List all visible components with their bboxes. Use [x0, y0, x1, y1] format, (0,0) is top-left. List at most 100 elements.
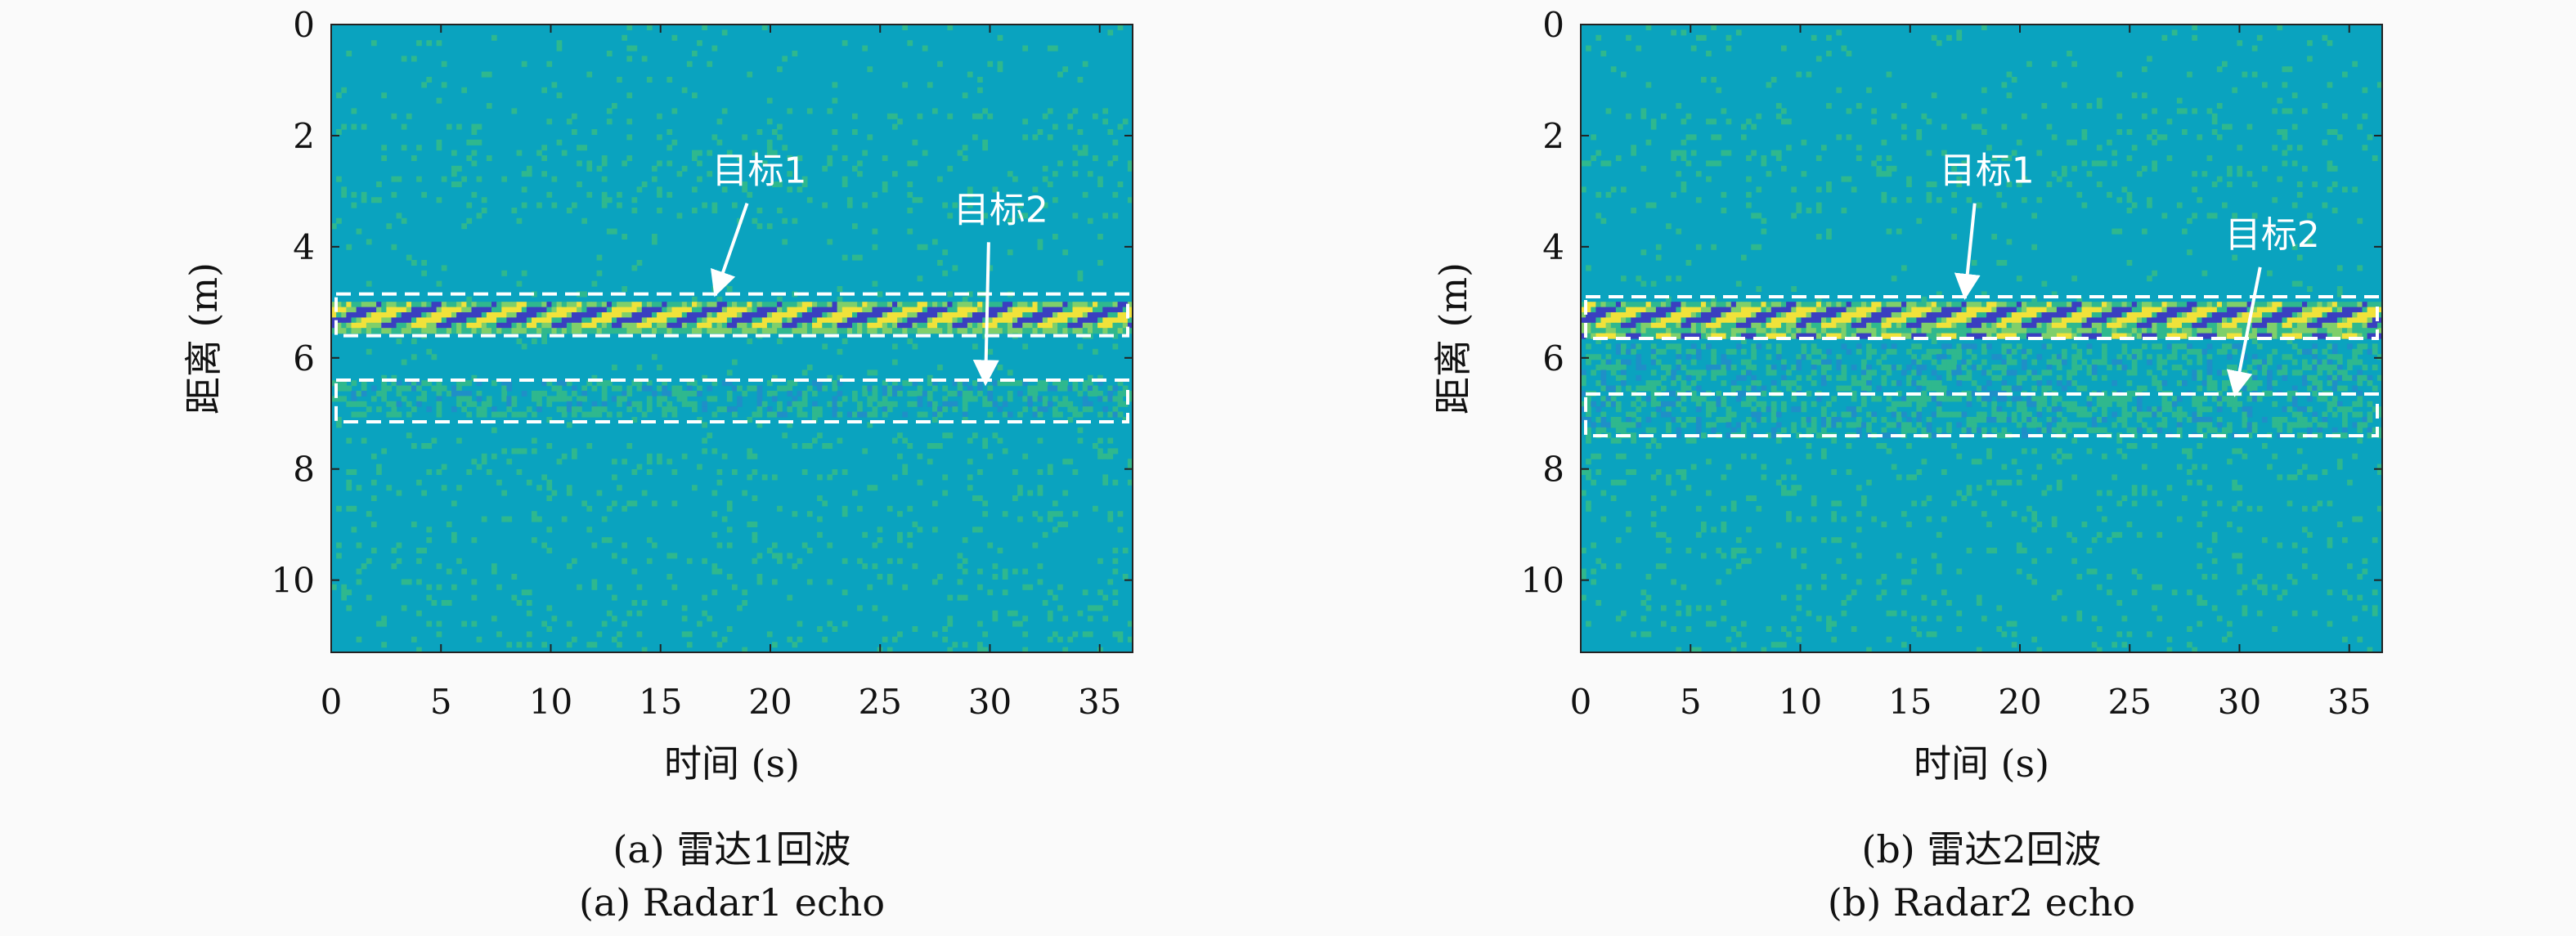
heatmap-cell [1871, 119, 1877, 125]
heatmap-cell [777, 328, 783, 334]
heatmap-cell [1961, 359, 1968, 365]
heatmap-cell [401, 123, 407, 130]
heatmap-cell [1027, 401, 1034, 407]
heatmap-cell [1916, 369, 1923, 376]
heatmap-cell [1936, 348, 1942, 355]
heatmap-cell [747, 522, 753, 527]
heatmap-cell [1621, 343, 1627, 350]
heatmap-cell [671, 500, 678, 507]
heatmap-cell [2336, 374, 2343, 381]
heatmap-cell [631, 500, 638, 507]
heatmap-cell [646, 307, 653, 313]
heatmap-cell [1746, 302, 1752, 308]
heatmap-cell [1112, 448, 1119, 455]
heatmap-cell [406, 579, 412, 585]
heatmap-cell [766, 223, 773, 230]
heatmap-cell [461, 620, 467, 627]
heatmap-cell [1027, 312, 1034, 318]
heatmap-cell [617, 312, 622, 318]
heatmap-cell [2036, 328, 2043, 334]
heatmap-cell [1107, 453, 1114, 459]
heatmap-cell [982, 145, 988, 151]
heatmap-cell [356, 568, 362, 575]
heatmap-cell [2142, 302, 2147, 308]
heatmap-cell [1996, 333, 2003, 339]
heatmap-cell [846, 302, 853, 308]
heatmap-cell [2187, 312, 2192, 318]
heatmap-cell [641, 307, 648, 313]
heatmap-cell [742, 322, 747, 329]
heatmap-cell [1775, 317, 1782, 324]
heatmap-cell [927, 443, 933, 449]
heatmap-cell [2112, 333, 2117, 339]
heatmap-cell [1926, 302, 1932, 308]
heatmap-cell [987, 589, 994, 596]
heatmap-cell [2197, 333, 2203, 339]
heatmap-cell [1012, 317, 1018, 324]
heatmap-cell [902, 25, 908, 30]
heatmap-cell [461, 322, 467, 329]
heatmap-cell [1796, 202, 1802, 208]
heatmap-cell [666, 191, 673, 198]
heatmap-cell [756, 579, 763, 585]
heatmap-cell [1826, 317, 1832, 324]
heatmap-cell [1836, 385, 1842, 392]
heatmap-cell [947, 432, 954, 439]
heatmap-cell [2147, 359, 2152, 365]
heatmap-cell [572, 448, 577, 455]
heatmap-cell [2296, 181, 2303, 187]
heatmap-cell [391, 302, 397, 308]
heatmap-cell [612, 396, 617, 402]
heatmap-cell [2282, 328, 2288, 334]
heatmap-cell [2352, 317, 2358, 324]
heatmap-cell [556, 307, 563, 313]
heatmap-cell [1681, 396, 1687, 402]
heatmap-cell [962, 401, 968, 407]
heatmap-cell [1986, 343, 1992, 350]
heatmap-cell [406, 307, 412, 313]
heatmap-cell [2166, 155, 2173, 161]
heatmap-cell [1746, 307, 1752, 313]
heatmap-cell [2176, 380, 2183, 387]
heatmap-cell [2256, 307, 2263, 313]
heatmap-cell [336, 307, 342, 313]
heatmap-cell [617, 191, 622, 198]
heatmap-cell [2152, 322, 2157, 329]
heatmap-cell [1856, 302, 1862, 308]
heatmap-cell [2277, 322, 2283, 329]
heatmap-cell [1735, 302, 1742, 308]
heatmap-cell [2216, 103, 2223, 109]
heatmap-cell [1615, 312, 1622, 318]
heatmap-cell [2211, 396, 2218, 402]
heatmap-cell [1735, 29, 1742, 36]
heatmap-cell [416, 176, 422, 182]
heatmap-cell [1861, 385, 1867, 392]
heatmap-cell [456, 312, 462, 318]
heatmap-cell [912, 160, 918, 167]
heatmap-cell [1981, 328, 1987, 334]
heatmap-cell [1600, 369, 1607, 376]
heatmap-cell [2322, 312, 2328, 318]
heatmap-cell [777, 134, 783, 141]
heatmap-cell [622, 558, 627, 564]
heatmap-cell [572, 307, 577, 313]
heatmap-cell [817, 411, 823, 418]
heatmap-cell [1891, 307, 1897, 313]
heatmap-cell [2352, 359, 2358, 365]
heatmap-cell [617, 631, 622, 638]
heatmap-cell [1815, 296, 1822, 302]
heatmap-cell [997, 302, 1003, 308]
heatmap-cell [1685, 134, 1692, 141]
heatmap-cell [606, 584, 613, 590]
heatmap-cell [1726, 34, 1732, 41]
heatmap-cell [1856, 343, 1862, 350]
heatmap-cell [2076, 322, 2083, 329]
heatmap-cell [356, 322, 362, 329]
heatmap-cell [1815, 312, 1822, 318]
heatmap-cell [2086, 171, 2093, 177]
heatmap-cell [401, 302, 407, 308]
heatmap-cell [516, 317, 523, 324]
heatmap-cell [491, 322, 497, 329]
heatmap-cell [872, 317, 878, 324]
heatmap-cell [857, 160, 863, 167]
